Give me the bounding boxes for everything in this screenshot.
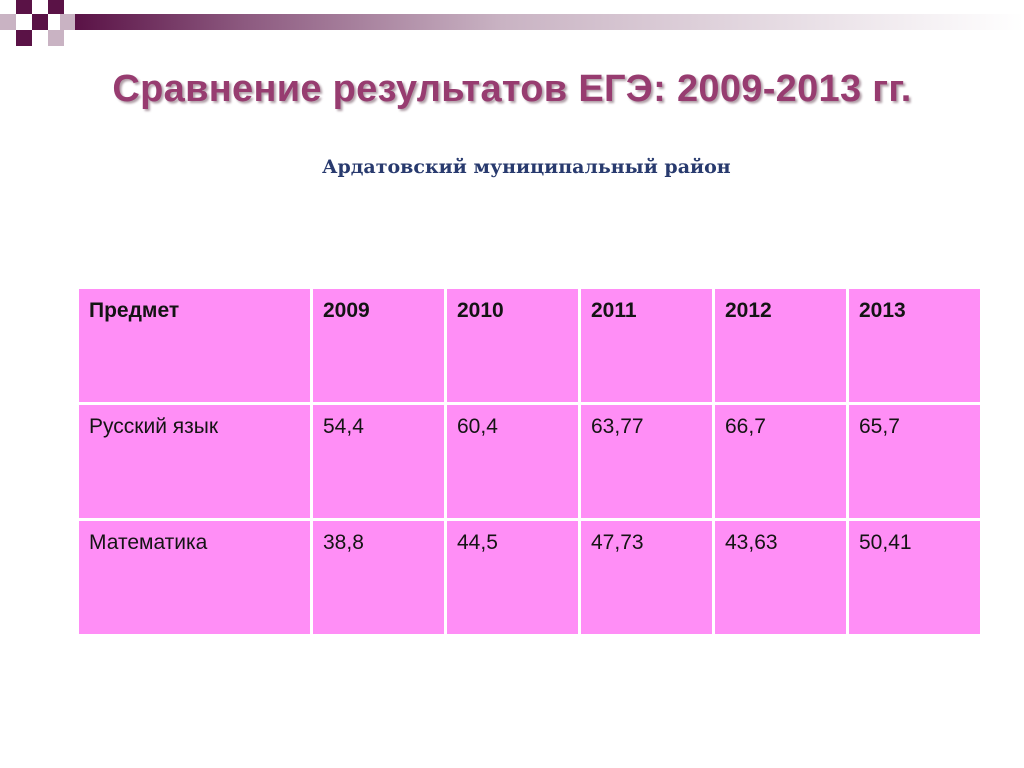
table-row: Математика 38,8 44,5 47,73 43,63 50,41 xyxy=(76,518,983,637)
score-cell: 66,7 xyxy=(712,402,849,521)
row-subject-cell: Математика xyxy=(76,518,313,637)
deco-square-dark xyxy=(48,0,64,14)
score-cell: 65,7 xyxy=(846,402,983,521)
deco-square-light xyxy=(60,14,75,30)
header-cell-year: 2010 xyxy=(444,286,581,405)
header-cell-year: 2013 xyxy=(846,286,983,405)
deco-square-light xyxy=(48,30,64,46)
table-row: Русский язык 54,4 60,4 63,77 66,7 65,7 xyxy=(76,402,983,521)
score-cell: 38,8 xyxy=(310,518,447,637)
decorative-header xyxy=(0,0,1024,48)
table-header-row: Предмет 2009 2010 2011 2012 2013 xyxy=(76,286,983,405)
deco-square-light xyxy=(0,14,16,30)
score-cell: 47,73 xyxy=(578,518,715,637)
deco-square-dark xyxy=(16,0,32,14)
row-subject-cell: Русский язык xyxy=(76,402,313,521)
header-cell-year: 2012 xyxy=(712,286,849,405)
results-table: Предмет 2009 2010 2011 2012 2013 Русский… xyxy=(76,286,983,637)
slide-subtitle: Ардатовский муниципальный район xyxy=(322,156,731,178)
score-cell: 60,4 xyxy=(444,402,581,521)
score-cell: 63,77 xyxy=(578,402,715,521)
deco-square-dark xyxy=(32,14,48,30)
deco-gradient-bar xyxy=(75,14,1024,30)
header-cell-subject: Предмет xyxy=(76,286,313,405)
deco-square-dark xyxy=(16,30,32,46)
slide-title: Сравнение результатов ЕГЭ: 2009-2013 гг. xyxy=(112,68,912,110)
header-cell-year: 2011 xyxy=(578,286,715,405)
header-cell-year: 2009 xyxy=(310,286,447,405)
score-cell: 43,63 xyxy=(712,518,849,637)
score-cell: 54,4 xyxy=(310,402,447,521)
score-cell: 44,5 xyxy=(444,518,581,637)
score-cell: 50,41 xyxy=(846,518,983,637)
